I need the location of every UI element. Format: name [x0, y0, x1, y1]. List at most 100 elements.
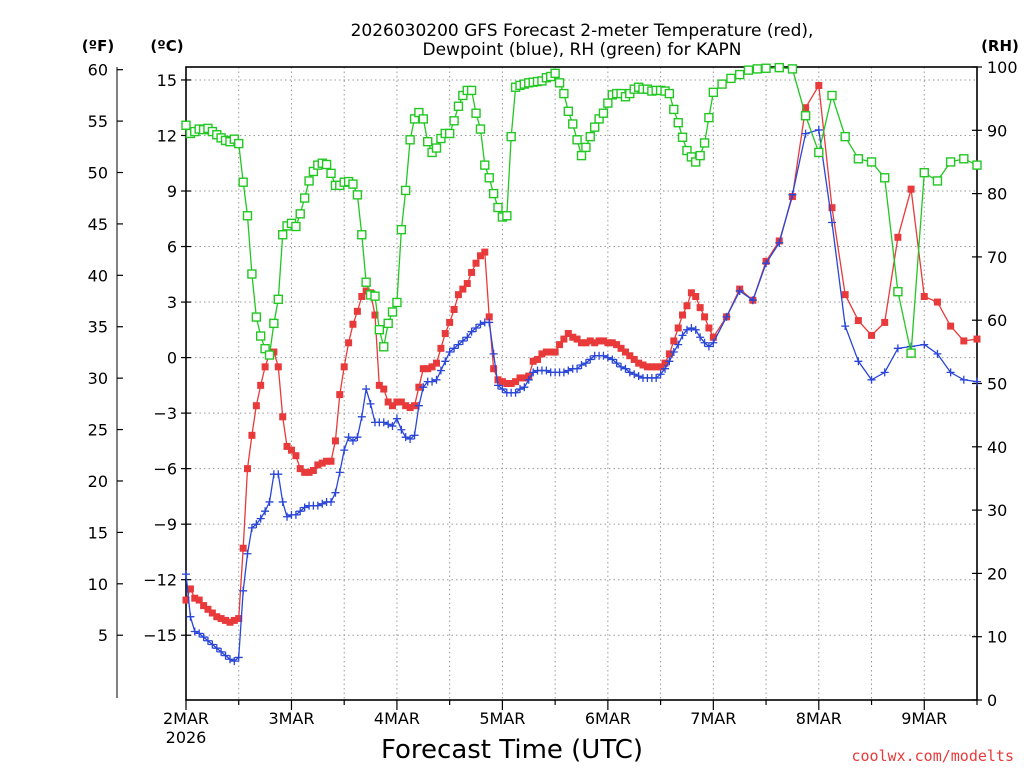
data-point	[493, 202, 503, 213]
data-point	[327, 497, 336, 506]
data-point	[380, 385, 388, 393]
data-point	[238, 177, 248, 187]
data-point	[264, 350, 275, 360]
data-point	[621, 364, 630, 373]
data-point	[493, 381, 502, 390]
data-point	[195, 629, 204, 638]
data-point	[431, 143, 442, 153]
data-point	[336, 391, 344, 399]
data-point	[488, 188, 499, 199]
rh-tick-label: 40	[987, 438, 1007, 457]
fahrenheit-unit-label: (ºF)	[82, 37, 114, 55]
data-point	[349, 320, 357, 328]
data-point	[344, 433, 353, 442]
data-point	[212, 644, 221, 653]
data-point	[582, 339, 590, 347]
data-point	[704, 112, 714, 123]
data-point	[494, 376, 502, 384]
celsius-tick-label: 12	[157, 126, 177, 145]
data-point	[239, 544, 247, 552]
data-point	[449, 116, 459, 126]
data-point	[840, 131, 850, 142]
data-point	[880, 173, 890, 183]
series-dewpoint	[182, 125, 981, 666]
data-point	[498, 378, 506, 386]
data-point	[827, 218, 836, 227]
data-point	[287, 446, 295, 454]
data-point	[393, 398, 401, 406]
x-tick-label: 7MAR	[690, 709, 736, 728]
data-point	[235, 615, 243, 623]
data-point	[959, 154, 969, 164]
rh-tick-label: 30	[987, 501, 1007, 520]
data-point	[866, 157, 877, 167]
data-point	[669, 348, 678, 357]
fahrenheit-tick-label: 15	[88, 523, 108, 542]
data-point	[972, 160, 982, 170]
data-point	[441, 330, 449, 338]
data-point	[182, 570, 190, 579]
data-point	[626, 352, 634, 360]
data-point	[709, 333, 717, 341]
data-point	[226, 618, 234, 626]
data-point	[648, 363, 656, 371]
data-point	[362, 385, 371, 394]
data-point	[292, 452, 300, 460]
data-point	[247, 523, 256, 532]
data-point	[475, 124, 486, 134]
data-point	[569, 333, 577, 341]
data-point	[466, 85, 477, 96]
data-point	[340, 446, 349, 455]
data-point	[450, 344, 459, 353]
celsius-tick-label: −12	[143, 571, 177, 590]
data-point	[682, 325, 691, 334]
x-tick-label: 6MAR	[585, 709, 631, 728]
data-point	[748, 296, 757, 305]
data-point	[933, 349, 942, 358]
data-point	[411, 402, 419, 410]
data-point	[788, 190, 797, 199]
data-point	[933, 298, 941, 306]
data-point	[309, 466, 317, 474]
data-point	[687, 323, 696, 332]
data-point	[208, 640, 217, 649]
data-point	[520, 374, 528, 382]
celsius-tick-label: 3	[167, 293, 177, 312]
data-point	[335, 468, 344, 477]
data-point	[945, 157, 956, 167]
data-point	[256, 514, 265, 523]
celsius-tick-label: −6	[153, 460, 177, 479]
data-point	[815, 82, 823, 90]
celsius-tick-label: 15	[157, 71, 177, 90]
data-point	[186, 612, 195, 621]
data-point	[581, 359, 590, 368]
data-point	[248, 431, 256, 439]
data-point	[634, 372, 643, 381]
data-point	[674, 324, 682, 332]
data-point	[554, 78, 565, 88]
data-point	[586, 355, 595, 364]
fahrenheit-tick-label: 35	[88, 318, 108, 337]
data-point	[591, 339, 599, 347]
data-point	[506, 131, 516, 142]
data-point	[371, 311, 379, 319]
data-point	[881, 318, 889, 326]
data-point	[186, 585, 194, 593]
data-point	[414, 401, 423, 410]
data-point	[802, 104, 810, 112]
data-point	[598, 108, 609, 118]
series-line	[185, 83, 978, 624]
data-point	[599, 337, 607, 345]
data-point	[278, 497, 287, 506]
data-point	[893, 344, 902, 353]
data-point	[305, 468, 313, 476]
data-point	[476, 320, 485, 329]
data-point	[503, 380, 511, 387]
data-point	[468, 268, 476, 276]
data-point	[516, 374, 524, 382]
data-point	[358, 293, 366, 301]
data-point	[419, 365, 427, 373]
data-point	[326, 168, 336, 179]
data-point	[450, 305, 458, 313]
fahrenheit-tick-label: 20	[88, 472, 108, 491]
